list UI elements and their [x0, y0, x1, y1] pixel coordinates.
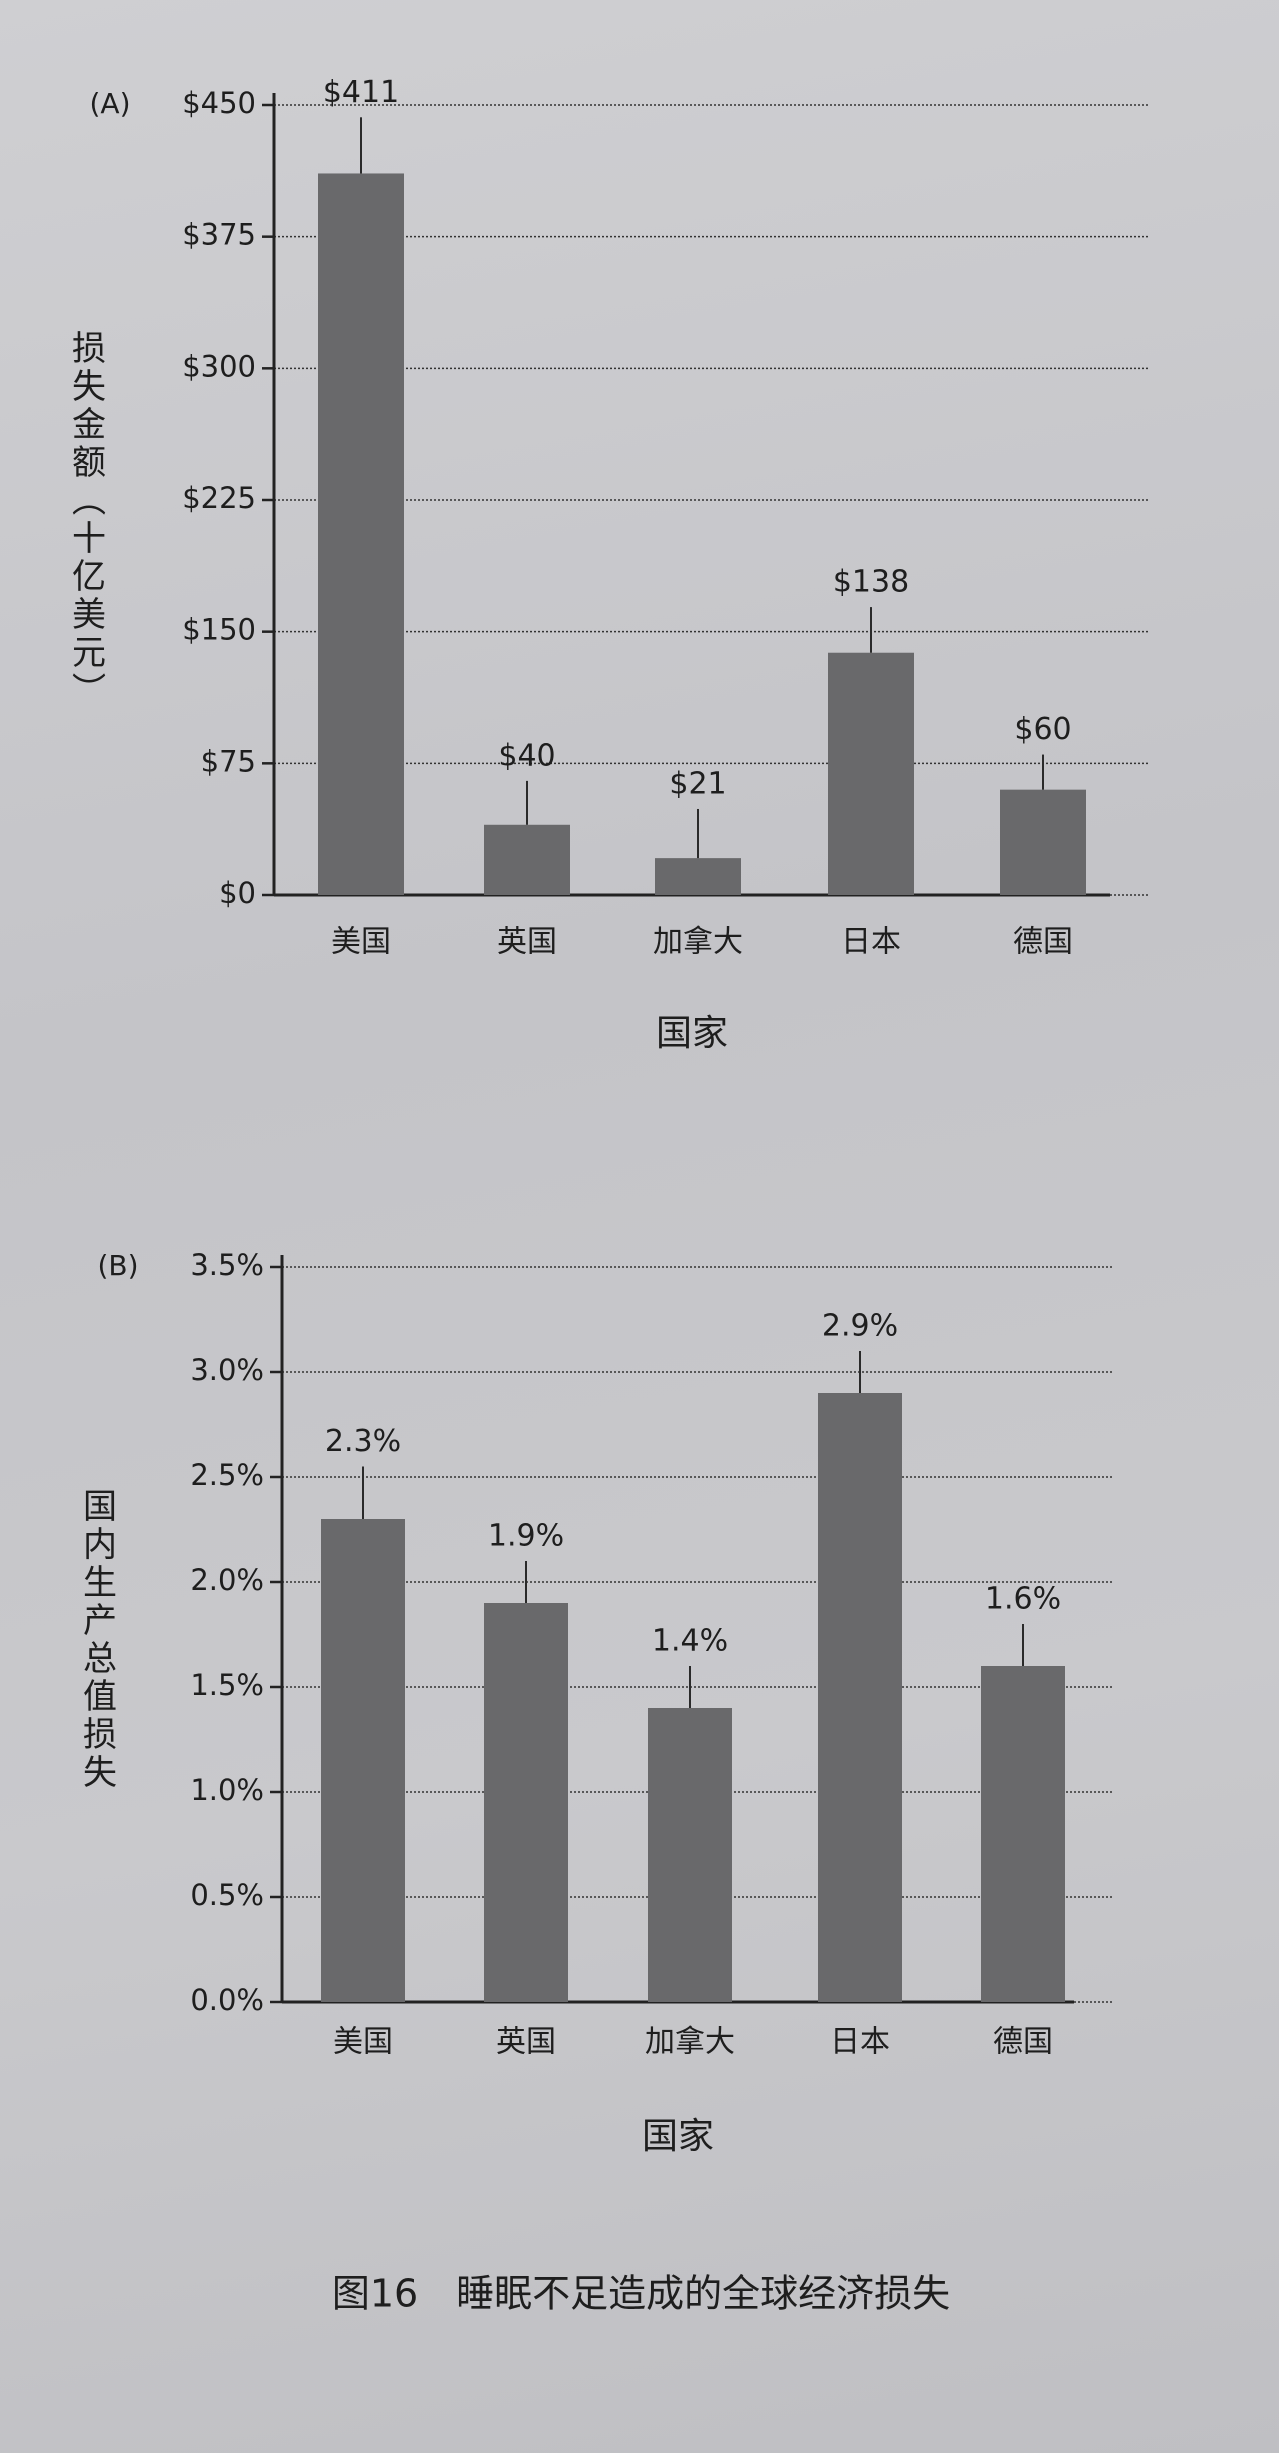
x-tick-label: 加拿大 — [645, 2025, 735, 2060]
bar — [318, 173, 404, 895]
bar — [321, 1519, 405, 2002]
value-label: $411 — [323, 75, 399, 110]
y-tick-label: 1.0% — [190, 1773, 264, 1807]
y-tick-label: 0.5% — [190, 1878, 264, 1912]
y-tick-label: 3.5% — [190, 1248, 264, 1282]
x-tick-label: 德国 — [993, 2025, 1053, 2060]
value-label: $21 — [669, 766, 726, 801]
panel-label: (A) — [89, 87, 130, 120]
x-tick-label: 加拿大 — [653, 925, 743, 960]
x-tick-label: 日本 — [830, 2025, 890, 2060]
y-tick-label: $375 — [182, 218, 256, 252]
panel-label: (B) — [97, 1249, 138, 1282]
y-tick-label: 3.0% — [190, 1353, 264, 1387]
value-label: 2.9% — [822, 1309, 898, 1344]
bar — [981, 1666, 1065, 2002]
value-label: 2.3% — [325, 1424, 401, 1459]
y-tick-label: 1.5% — [190, 1668, 264, 1702]
value-label: 1.9% — [488, 1519, 564, 1554]
bar — [648, 1708, 732, 2002]
x-tick-label: 日本 — [841, 925, 901, 960]
value-label: 1.4% — [652, 1624, 728, 1659]
bar — [484, 824, 570, 895]
bar — [1000, 789, 1086, 895]
bar — [818, 1393, 902, 2002]
y-axis-title: 国内生产总值损失 — [76, 1488, 117, 1792]
y-tick-label: $75 — [201, 744, 256, 778]
value-label: $60 — [1014, 712, 1071, 747]
value-label: 1.6% — [985, 1582, 1061, 1617]
y-tick-label: 0.0% — [190, 1983, 264, 2017]
x-tick-label: 美国 — [331, 925, 391, 960]
bar — [484, 1603, 568, 2002]
value-label: $138 — [833, 565, 909, 600]
y-tick-label: $300 — [182, 349, 256, 383]
y-axis-title: 损失金额（十亿美元） — [65, 330, 106, 710]
x-axis-title: 国家 — [642, 2116, 714, 2157]
x-axis-title: 国家 — [656, 1013, 728, 1054]
x-tick-label: 英国 — [497, 925, 557, 960]
x-tick-label: 美国 — [333, 2025, 393, 2060]
y-tick-label: $150 — [182, 613, 256, 647]
bar — [655, 858, 741, 895]
value-label: $40 — [498, 738, 555, 773]
x-tick-label: 英国 — [496, 2025, 556, 2060]
x-tick-label: 德国 — [1013, 925, 1073, 960]
bar — [828, 652, 914, 895]
y-tick-label: $225 — [182, 481, 256, 515]
figure-caption: 图16 睡眠不足造成的全球经济损失 — [332, 2272, 950, 2316]
y-tick-label: 2.0% — [190, 1563, 264, 1597]
y-tick-label: $0 — [219, 876, 256, 910]
y-tick-label: 2.5% — [190, 1458, 264, 1492]
y-tick-label: $450 — [182, 86, 256, 120]
